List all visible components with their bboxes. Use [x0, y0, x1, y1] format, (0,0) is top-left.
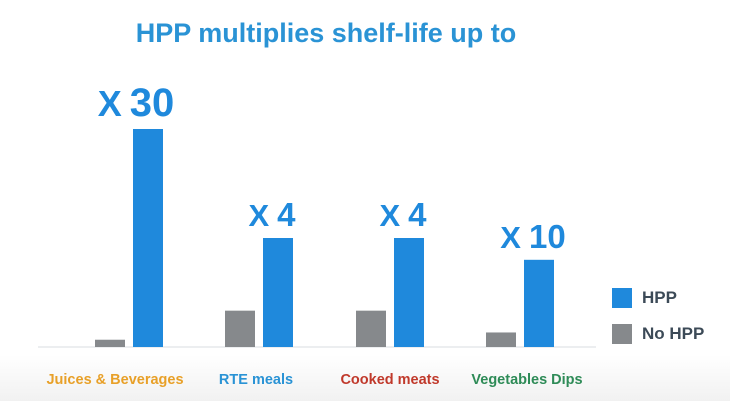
- bar-hpp: [394, 238, 424, 347]
- legend-label-hpp: HPP: [642, 288, 677, 307]
- legend-swatch-hpp: [612, 288, 632, 308]
- category-label: Juices & Beverages: [46, 372, 183, 388]
- legend-label-no-hpp: No HPP: [642, 324, 705, 343]
- multiplier-label: X 30: [98, 81, 175, 125]
- bar-no-hpp: [486, 332, 516, 347]
- category-label: RTE meals: [219, 372, 293, 388]
- chart-title: HPP multiplies shelf-life up to: [135, 18, 517, 48]
- bar-hpp: [263, 238, 293, 347]
- bar-no-hpp: [225, 310, 255, 347]
- bar-no-hpp: [95, 339, 125, 347]
- bar-hpp: [524, 259, 554, 347]
- category-label: Vegetables Dips: [471, 372, 582, 388]
- legend-swatch-no-hpp: [612, 324, 632, 344]
- legend-no-hpp: No HPP: [612, 323, 730, 345]
- multiplier-label: X 10: [500, 218, 565, 255]
- legend-hpp: HPP: [612, 287, 730, 309]
- bar-no-hpp: [356, 310, 386, 347]
- category-label: Cooked meats: [340, 372, 439, 388]
- bar-hpp: [133, 129, 163, 347]
